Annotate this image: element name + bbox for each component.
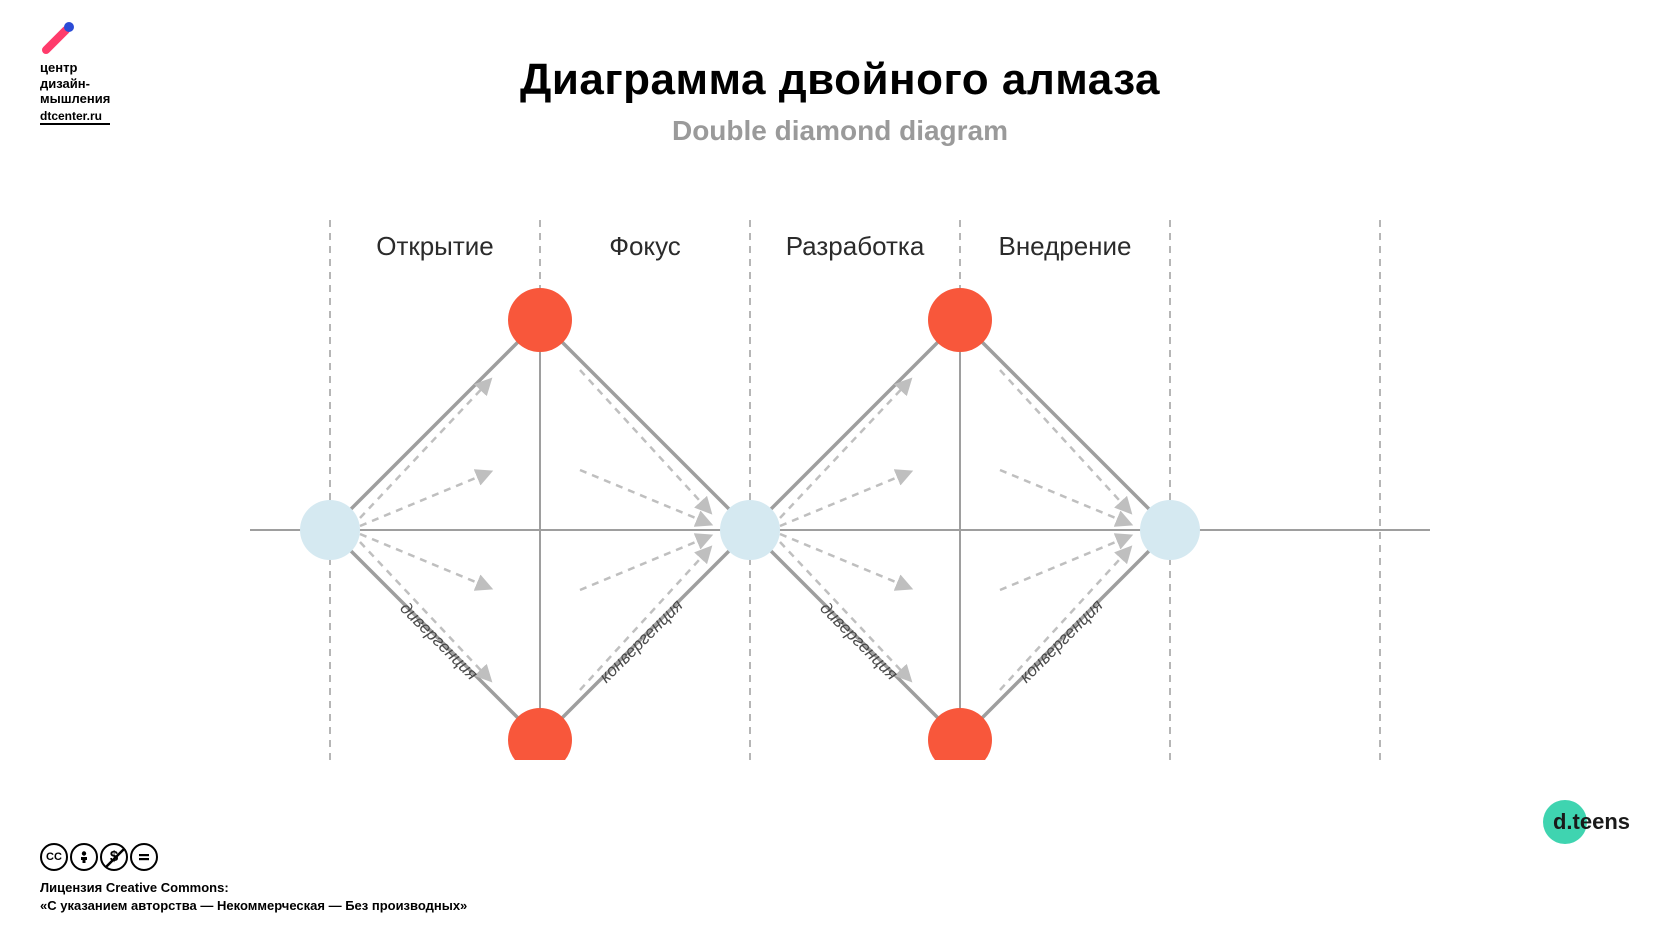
phase-label: Открытие <box>376 231 494 261</box>
process-label: конвергенция <box>1016 596 1107 687</box>
dteens-badge: d.teens <box>1553 809 1630 835</box>
dteens-text: d.teens <box>1553 809 1630 835</box>
phase-label: Разработка <box>786 231 925 261</box>
license-line2: «С указанием авторства — Некоммерческая … <box>40 897 467 915</box>
process-label: дивергенция <box>816 598 901 683</box>
cc-icon-nd <box>130 843 158 871</box>
cc-icon-by <box>70 843 98 871</box>
phase-label: Фокус <box>609 231 681 261</box>
title-block: Диаграмма двойного алмаза Double diamond… <box>0 55 1680 147</box>
double-diamond-diagram: Открытие Фокус Разработка Внедрение диверген… <box>250 200 1430 760</box>
logo-mark <box>40 20 76 56</box>
title-main: Диаграмма двойного алмаза <box>0 55 1680 105</box>
title-sub: Double diamond diagram <box>0 115 1680 147</box>
cc-icon-cc: CC <box>40 843 68 871</box>
cc-icon-nc: $ <box>100 843 128 871</box>
footer-license: CC $ Лицензия Creative Commons: «С указа… <box>40 843 467 915</box>
license-line1: Лицензия Creative Commons: <box>40 879 467 897</box>
process-label: дивергенция <box>396 598 481 683</box>
logo-dot <box>64 22 74 32</box>
process-label: конвергенция <box>596 596 687 687</box>
logo-bar <box>46 30 66 50</box>
phase-label: Внедрение <box>998 231 1131 261</box>
cc-icons: CC $ <box>40 843 467 871</box>
